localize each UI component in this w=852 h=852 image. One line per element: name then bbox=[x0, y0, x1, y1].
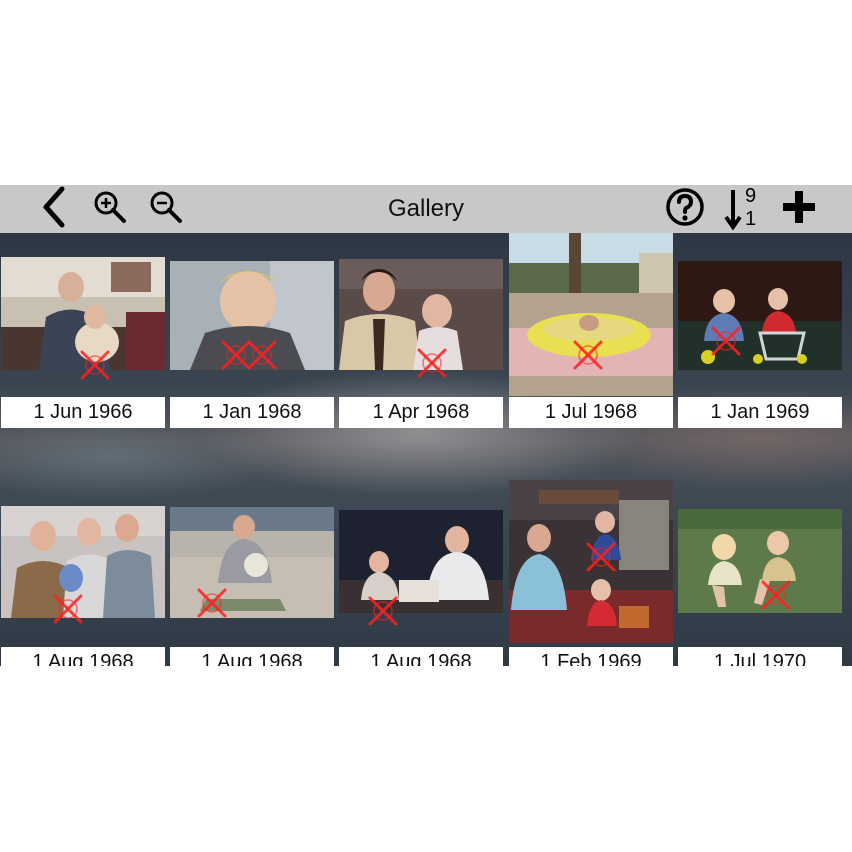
zoom-out-button[interactable] bbox=[144, 185, 188, 233]
photo-grid[interactable]: 1 Jun 1966 1 Jan 1968 bbox=[0, 233, 852, 666]
photo-thumbnail[interactable] bbox=[509, 233, 673, 396]
photo-thumbnail[interactable] bbox=[509, 480, 673, 643]
photo-date: 1 Jan 1968 bbox=[170, 397, 334, 428]
add-button[interactable] bbox=[776, 185, 822, 233]
photo-date: 1 Jun 1966 bbox=[1, 397, 165, 428]
photo-thumbnail[interactable] bbox=[339, 259, 503, 370]
sort-digit-bottom: 1 bbox=[745, 208, 757, 230]
photo-thumbnail[interactable] bbox=[678, 261, 842, 370]
help-circle-icon bbox=[665, 187, 705, 232]
zoom-out-icon bbox=[148, 189, 184, 230]
back-button[interactable] bbox=[30, 185, 76, 233]
photo-date: 1 Aug 1968 bbox=[339, 647, 503, 666]
photo-date: 1 Aug 1968 bbox=[170, 647, 334, 666]
photo-thumbnail[interactable] bbox=[1, 506, 165, 618]
plus-icon bbox=[781, 189, 817, 230]
photo-thumbnail[interactable] bbox=[170, 507, 334, 618]
photo-date: 1 Jul 1970 bbox=[678, 647, 842, 666]
zoom-in-button[interactable] bbox=[88, 185, 132, 233]
photo-thumbnail[interactable] bbox=[1, 257, 165, 370]
toolbar: Gallery 9 1 bbox=[0, 185, 852, 233]
chevron-left-icon bbox=[38, 185, 68, 234]
sort-button[interactable]: 9 1 bbox=[716, 185, 766, 233]
photo-date: 1 Feb 1969 bbox=[509, 647, 673, 666]
photo-thumbnail[interactable] bbox=[339, 510, 503, 613]
photo-thumbnail[interactable] bbox=[170, 261, 334, 370]
app-window: Gallery 9 1 bbox=[0, 185, 852, 666]
photo-date: 1 Jul 1968 bbox=[509, 397, 673, 428]
help-button[interactable] bbox=[662, 185, 708, 233]
zoom-in-icon bbox=[92, 189, 128, 230]
photo-date: 1 Jan 1969 bbox=[678, 397, 842, 428]
sort-digit-top: 9 bbox=[745, 185, 757, 207]
photo-date: 1 Apr 1968 bbox=[339, 397, 503, 428]
photo-thumbnail[interactable] bbox=[678, 509, 842, 613]
photo-date: 1 Aug 1968 bbox=[1, 647, 165, 666]
sort-descending-numeric-icon: 9 1 bbox=[719, 185, 763, 233]
